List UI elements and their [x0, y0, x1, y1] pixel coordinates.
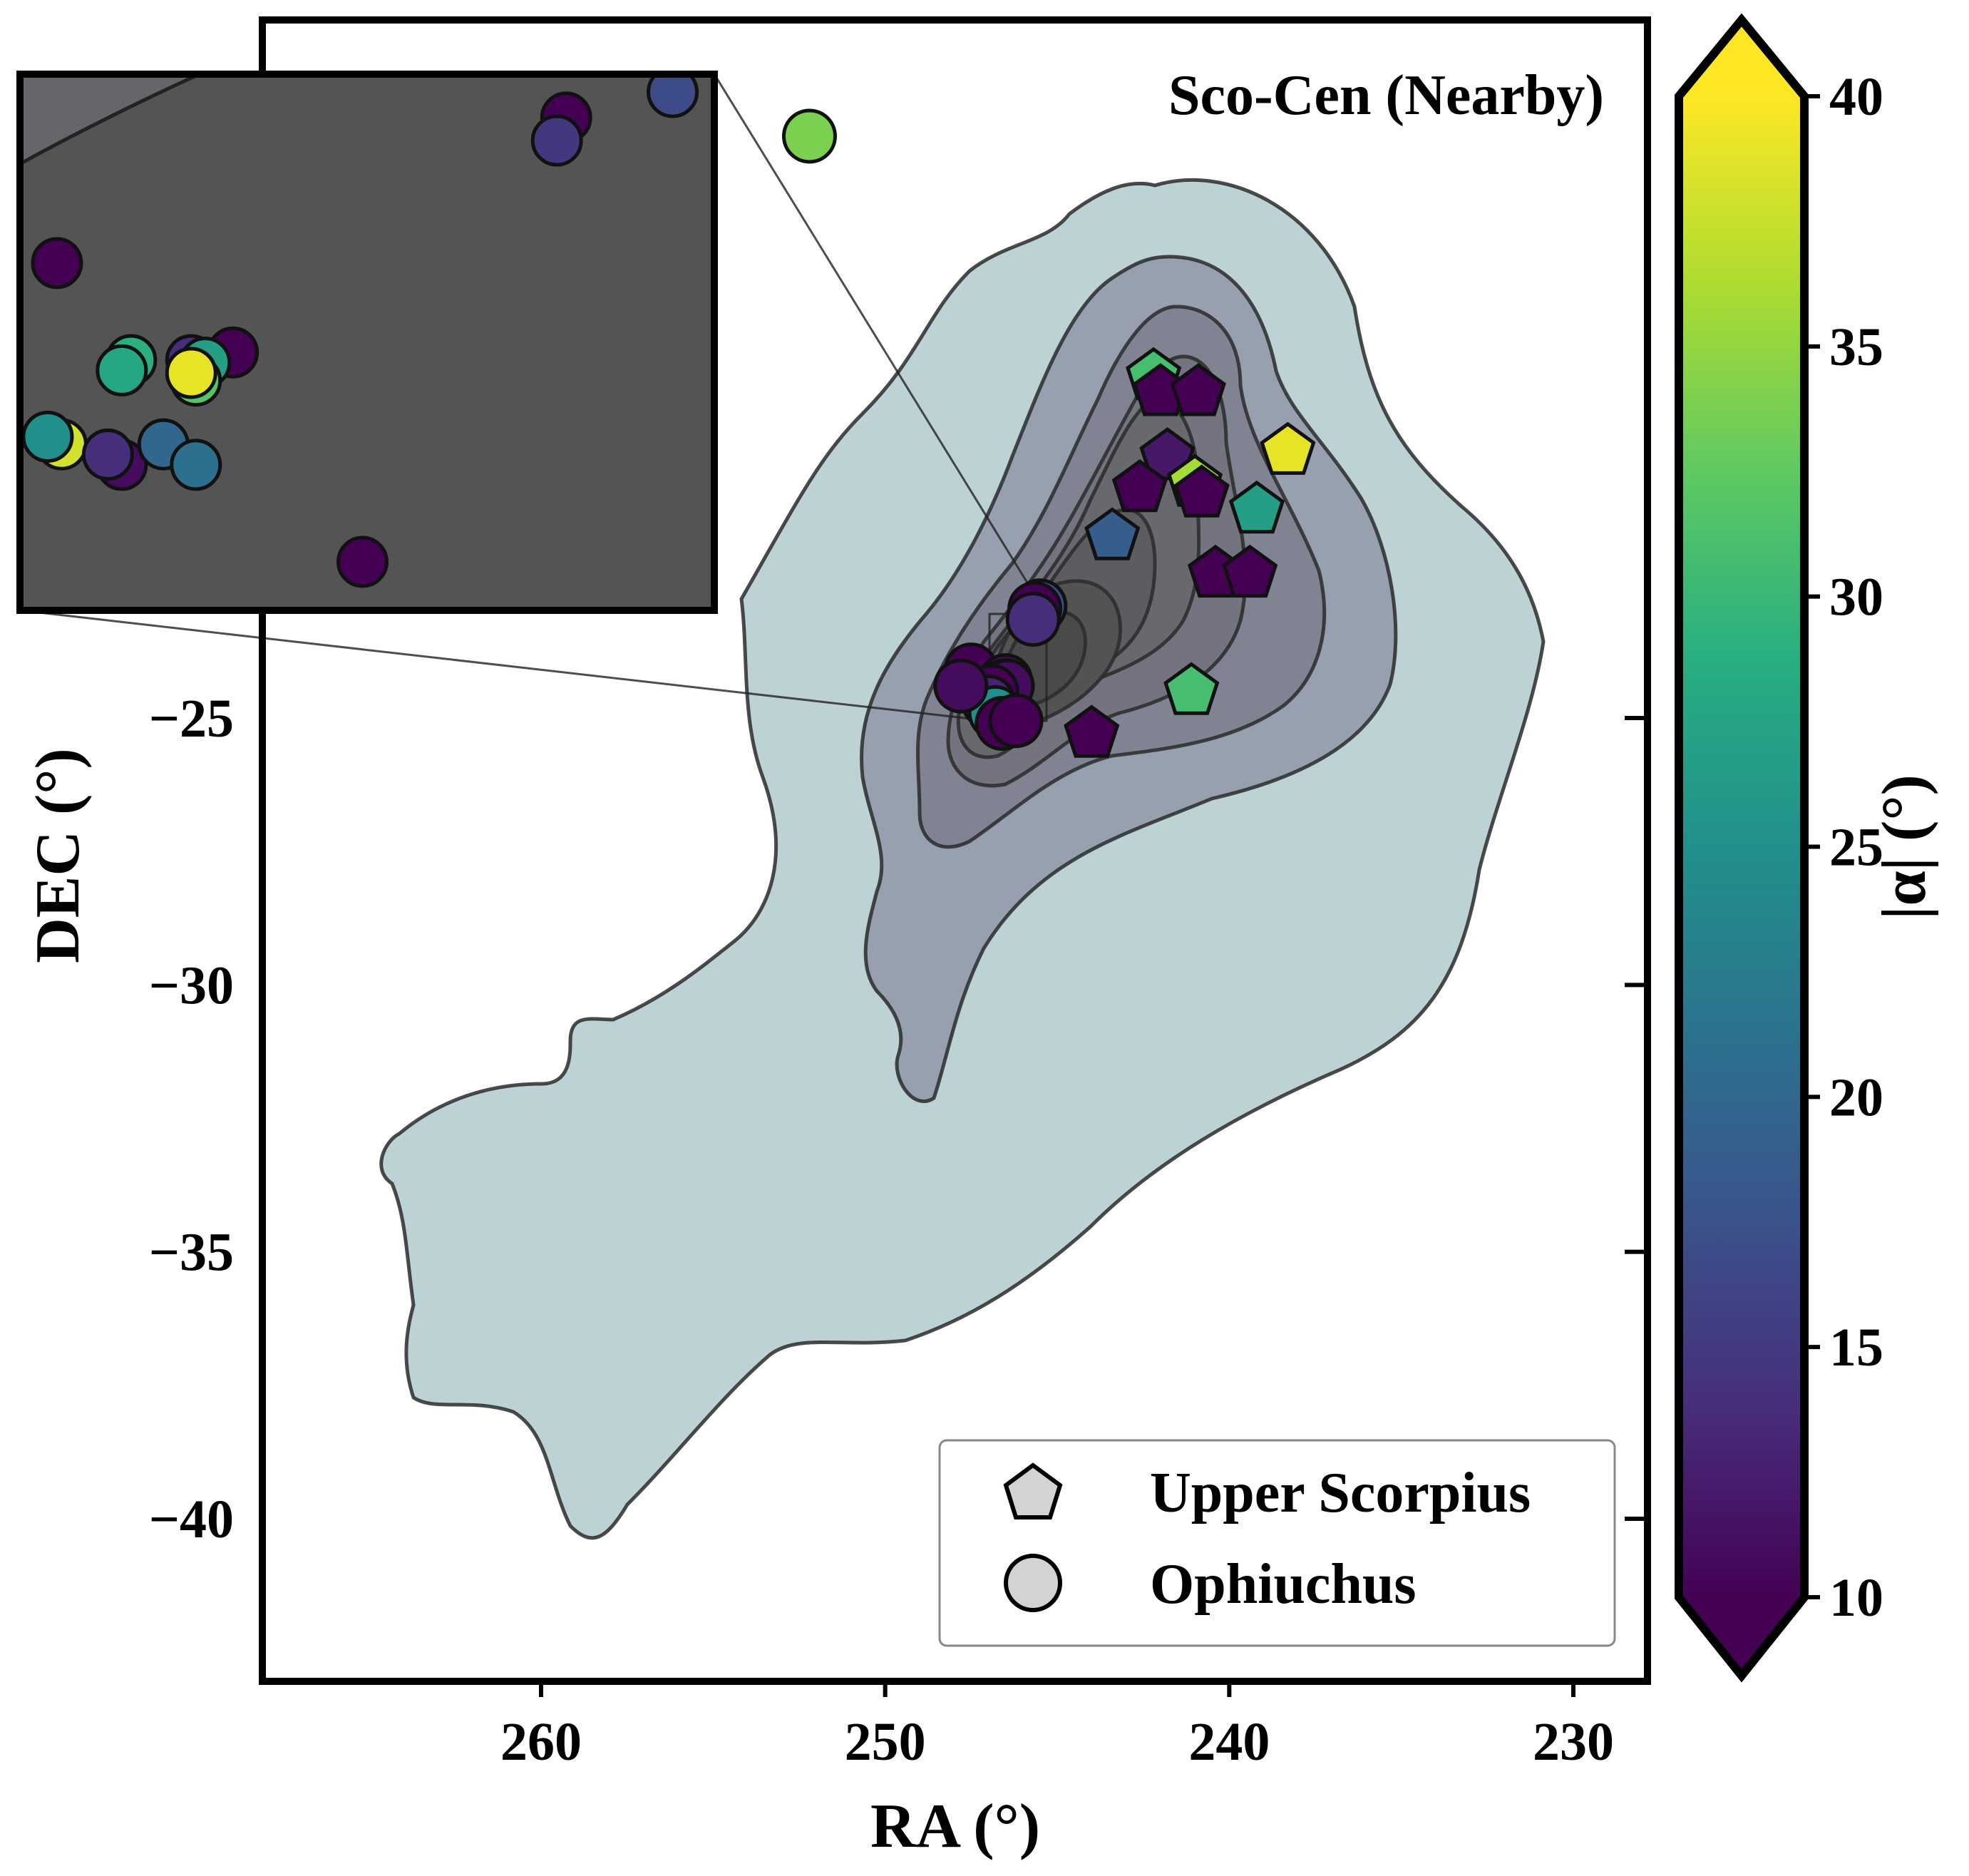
inset-circle-marker — [530, 114, 583, 167]
x-tick-label: 260 — [500, 1712, 582, 1772]
plot-annotation: Sco-Cen (Nearby) — [1168, 64, 1604, 127]
x-tick-label: 240 — [1188, 1712, 1270, 1772]
y-axis-ticks: −25 −30 −35 −40 — [149, 689, 1647, 1549]
colorbar-label: |α| (°) — [1870, 774, 1939, 920]
legend-box — [938, 1439, 1616, 1647]
ophiuchus-circle-marker — [781, 108, 837, 164]
legend-entry-ophiuchus: Ophiuchus — [1004, 1553, 1417, 1616]
legend-label-ophiuchus: Ophiuchus — [1150, 1553, 1417, 1616]
upper-scorpius-pentagon-marker — [1163, 662, 1220, 715]
upper-scorpius-pentagon-marker — [1228, 480, 1285, 534]
x-tick-label: 230 — [1533, 1712, 1614, 1772]
colorbar-tick-label: 30 — [1829, 568, 1883, 627]
colorbar: 10 15 20 25 30 35 40 |α| (°) — [1675, 13, 1939, 1683]
circle-marker-icon — [1004, 1554, 1062, 1612]
upper-scorpius-pentagon-marker — [1084, 507, 1141, 560]
upper-scorpius-pentagon-marker — [1111, 459, 1168, 513]
colorbar-extend-bottom — [1679, 1597, 1804, 1676]
inset-markers — [21, 74, 699, 588]
y-tick-label: −30 — [149, 955, 234, 1015]
colorbar-tick-label: 10 — [1829, 1568, 1883, 1628]
upper-scorpius-pentagon-marker — [1064, 704, 1120, 758]
upper-scorpius-pentagon-marker — [1173, 464, 1230, 518]
colorbar-tick-label: 35 — [1829, 317, 1883, 377]
legend-label-upper-scorpius: Upper Scorpius — [1150, 1462, 1531, 1524]
colorbar-extend-top — [1679, 20, 1804, 96]
inset-circle-marker — [21, 410, 74, 463]
y-tick-label: −25 — [149, 689, 234, 749]
inset-panel — [16, 71, 718, 614]
x-axis-label: RA (°) — [870, 1792, 1040, 1861]
zoom-connector-bottom — [19, 609, 990, 722]
ophiuchus-circle-marker — [933, 658, 989, 714]
colorbar-gradient — [1679, 96, 1804, 1597]
inset-circle-marker — [647, 74, 699, 118]
x-axis-ticks: 260 250 240 230 — [500, 1681, 1614, 1772]
data-markers — [781, 108, 1316, 758]
inset-circle-marker — [336, 535, 389, 588]
y-tick-label: −40 — [149, 1490, 234, 1549]
y-tick-label: −35 — [149, 1223, 234, 1283]
x-tick-label: 250 — [845, 1712, 926, 1772]
inset-circle-marker — [170, 439, 222, 491]
ophiuchus-circle-marker — [1005, 591, 1061, 647]
plot-frame — [259, 16, 1651, 1685]
upper-scorpius-pentagon-marker — [1260, 421, 1316, 475]
inset-circle-marker — [31, 237, 83, 289]
upper-scorpius-pentagon-marker — [1170, 363, 1226, 416]
inset-frame — [16, 71, 718, 614]
upper-scorpius-pentagon-marker — [1222, 544, 1278, 598]
ophiuchus-circle-marker — [988, 693, 1044, 749]
colorbar-ticks: 10 15 20 25 30 35 40 — [1804, 67, 1883, 1628]
inset-circle-marker — [96, 344, 148, 396]
inset-contour-edge — [20, 74, 201, 166]
colorbar-tick-label: 20 — [1829, 1067, 1883, 1127]
legend-entry-upper-scorpius: Upper Scorpius — [1003, 1462, 1531, 1524]
colorbar-tick-label: 25 — [1829, 818, 1883, 878]
inset-circle-marker — [165, 347, 217, 399]
inset-circle-marker — [81, 429, 134, 481]
y-axis-label: DEC (°) — [24, 748, 93, 963]
zoom-connector-top — [713, 73, 1048, 615]
colorbar-tick-label: 15 — [1829, 1318, 1883, 1378]
pentagon-marker-icon — [1003, 1462, 1063, 1519]
colorbar-tick-label: 40 — [1829, 67, 1883, 127]
legend: Upper Scorpius Ophiuchus — [938, 1439, 1616, 1647]
